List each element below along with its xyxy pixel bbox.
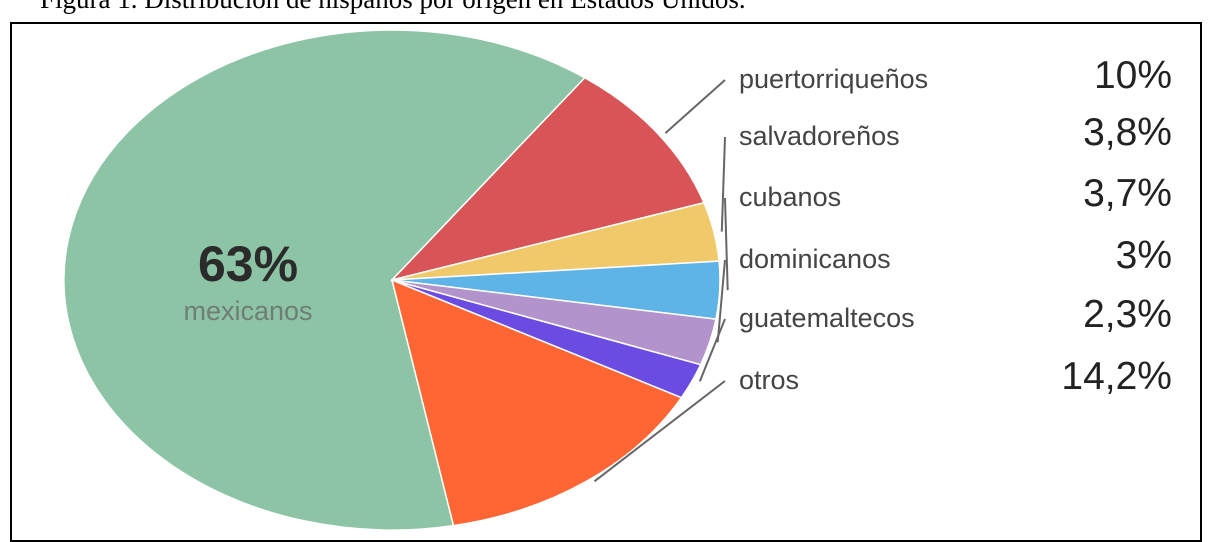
chart-frame: puertorriqueños 10% salvadoreños 3,8% cubano… xyxy=(10,22,1202,542)
slice-value-cubanos: 3,7% xyxy=(1083,172,1172,215)
leader-line-salvadorenos xyxy=(720,136,726,232)
slice-value-otros: 14,2% xyxy=(1061,355,1172,398)
slice-labels: puertorriqueños 10% salvadoreños 3,8% cubano… xyxy=(739,54,1172,398)
slice-value-salvadorenos: 3,8% xyxy=(1083,111,1172,154)
slice-label-guatemaltecos: guatemaltecos xyxy=(739,303,915,333)
pie-chart: puertorriqueños 10% salvadoreños 3,8% cubano… xyxy=(63,29,1172,531)
slice-label-mexicanos: mexicanos xyxy=(183,296,312,326)
leader-line-otros xyxy=(593,380,726,483)
slice-label-dominicanos: dominicanos xyxy=(739,244,891,274)
leader-line-guatemaltecos xyxy=(698,318,726,382)
slice-value-mexicanos: 63% xyxy=(198,236,298,292)
slice-value-puertorriquenos: 10% xyxy=(1094,54,1172,97)
slice-label-otros: otros xyxy=(739,365,799,395)
slice-value-dominicanos: 3% xyxy=(1116,234,1172,277)
pie-slice-otros xyxy=(390,278,683,527)
main-slice-label: 63% mexicanos xyxy=(183,236,312,326)
caption-fragment: Figura 1. Distribución de hispanos por o… xyxy=(0,0,1215,22)
slice-label-salvadorenos: salvadoreños xyxy=(739,121,900,151)
leader-line-dominicanos xyxy=(716,259,726,343)
leader-line-puertorriquenos xyxy=(664,79,726,134)
pie-slice-mexicanos xyxy=(63,29,587,531)
slice-label-puertorriquenos: puertorriqueños xyxy=(739,64,928,94)
leader-lines xyxy=(593,79,729,483)
slice-label-cubanos: cubanos xyxy=(739,182,841,212)
pie-slice-puertorriquenos xyxy=(389,76,705,282)
leader-line-cubanos xyxy=(724,197,729,291)
pie-slices xyxy=(63,29,721,531)
slice-value-guatemaltecos: 2,3% xyxy=(1083,293,1172,336)
caption-text: Figura 1. Distribución de hispanos por o… xyxy=(40,0,746,15)
